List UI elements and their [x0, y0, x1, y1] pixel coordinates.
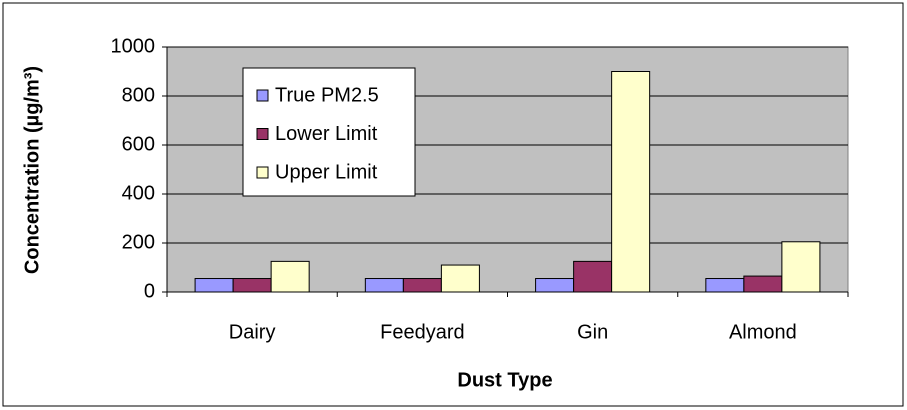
- bar: [573, 260, 613, 293]
- y-tick-label: 800: [122, 84, 155, 106]
- y-axis-label: Concentration (µg/m³): [21, 66, 43, 274]
- y-tick-label: 600: [122, 133, 155, 155]
- bar: [705, 278, 745, 293]
- bar: [194, 278, 234, 293]
- y-tick-label: 0: [144, 280, 155, 302]
- bar: [535, 278, 575, 293]
- legend-label: Upper Limit: [275, 161, 378, 183]
- x-tick-label: Gin: [577, 321, 608, 343]
- x-axis-label: Dust Type: [457, 369, 552, 391]
- bar: [232, 278, 272, 293]
- x-tick-label: Feedyard: [380, 321, 465, 343]
- legend-swatch: [256, 89, 269, 102]
- y-tick-label: 1000: [111, 35, 156, 57]
- y-tick-label: 200: [122, 231, 155, 253]
- bar: [440, 264, 480, 293]
- x-tick-label: Dairy: [229, 321, 276, 343]
- y-tick-label: 400: [122, 182, 155, 204]
- legend-swatch: [256, 166, 269, 179]
- bar: [270, 260, 310, 293]
- legend-label: Lower Limit: [275, 123, 378, 145]
- legend-label: True PM2.5: [275, 84, 379, 106]
- legend-box: [242, 67, 416, 197]
- bar: [743, 275, 783, 293]
- bar: [611, 71, 651, 293]
- bar: [364, 278, 404, 293]
- bar: [781, 241, 821, 293]
- bar: [402, 278, 442, 293]
- x-tick-label: Almond: [729, 321, 797, 343]
- legend-swatch: [256, 128, 269, 140]
